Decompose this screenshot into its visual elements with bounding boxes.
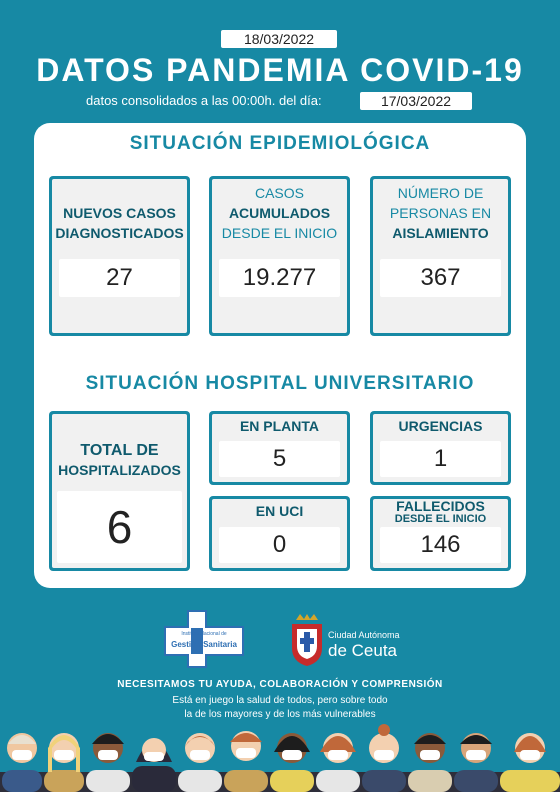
ingesa-small-text: Instituto Nacional de <box>181 631 227 637</box>
ward-value: 5 <box>219 441 340 477</box>
cumulative-value: 19.277 <box>219 259 340 297</box>
total-label-1: TOTAL DE <box>80 442 159 459</box>
footer-line1: Está en juego la salud de todos, pero so… <box>172 695 388 706</box>
card-new-cases: NUEVOS CASOS DIAGNOSTICADOS 27 <box>49 176 190 336</box>
card-icu: EN UCI 0 <box>209 496 350 571</box>
icu-label: EN UCI <box>255 503 304 519</box>
isolation-value: 367 <box>380 259 501 297</box>
ceuta-line1: Ciudad Autónoma <box>328 630 400 640</box>
ceuta-shield-icon <box>292 614 322 666</box>
deaths-label-2: DESDE EL INICIO <box>394 513 487 525</box>
card-ward: EN PLANTA 5 <box>209 411 350 485</box>
total-value: 6 <box>57 491 182 563</box>
card-deaths: FALLECIDOS DESDE EL INICIO 146 <box>370 496 511 571</box>
people-illustration <box>0 724 560 792</box>
ceuta-logo: Ciudad Autónoma de Ceuta <box>290 614 410 668</box>
hospital-title: SITUACIÓN HOSPITAL UNIVERSITARIO <box>85 373 475 394</box>
deaths-value: 146 <box>380 527 501 563</box>
emergency-label: URGENCIAS <box>398 418 483 434</box>
stats-panel: SITUACIÓN EPIDEMIOLÓGICA NUEVOS CASOS DI… <box>34 123 526 588</box>
isolation-label-3: AISLAMIENTO <box>392 225 489 241</box>
report-date: 18/03/2022 <box>221 30 337 48</box>
emergency-value: 1 <box>380 441 501 477</box>
footer-headline: NECESITAMOS TU AYUDA, COLABORACIÓN Y COM… <box>117 679 443 690</box>
new-cases-value: 27 <box>59 259 180 297</box>
ward-label: EN PLANTA <box>239 418 320 434</box>
deaths-label-1: FALLECIDOS <box>396 498 485 514</box>
consolidated-date: 17/03/2022 <box>360 92 472 110</box>
isolation-label-1: NÚMERO DE <box>397 185 484 201</box>
people-row <box>0 724 560 792</box>
footer-line2: la de los mayores y de los más vulnerabl… <box>184 709 376 720</box>
cumulative-label-1: CASOS <box>254 185 304 201</box>
ingesa-logo: Instituto Nacional de Gestión Sanitaria <box>164 610 246 668</box>
isolation-label-2: PERSONAS EN <box>389 205 492 221</box>
new-cases-label-1: NUEVOS CASOS <box>63 205 176 221</box>
page-title: DATOS PANDEMIA COVID-19 <box>36 52 524 88</box>
new-cases-label-2: DIAGNOSTICADOS <box>55 225 184 241</box>
consolidated-text: datos consolidados a las 00:00h. del día… <box>86 93 322 108</box>
card-emergency: URGENCIAS 1 <box>370 411 511 485</box>
ceuta-line2: de Ceuta <box>328 641 397 660</box>
cumulative-label-3: DESDE EL INICIO <box>221 225 338 241</box>
total-label-2: HOSPITALIZADOS <box>58 462 181 478</box>
card-cumulative-cases: CASOS ACUMULADOS DESDE EL INICIO 19.277 <box>209 176 350 336</box>
card-isolation: NÚMERO DE PERSONAS EN AISLAMIENTO 367 <box>370 176 511 336</box>
ingesa-cross-icon <box>164 610 244 668</box>
card-total-hospitalized: TOTAL DE HOSPITALIZADOS 6 <box>49 411 190 571</box>
ingesa-main-text: Gestión Sanitaria <box>171 640 237 649</box>
epidemiological-title: SITUACIÓN EPIDEMIOLÓGICA <box>129 133 431 154</box>
icu-value: 0 <box>219 527 340 563</box>
cumulative-label-2: ACUMULADOS <box>228 205 331 221</box>
